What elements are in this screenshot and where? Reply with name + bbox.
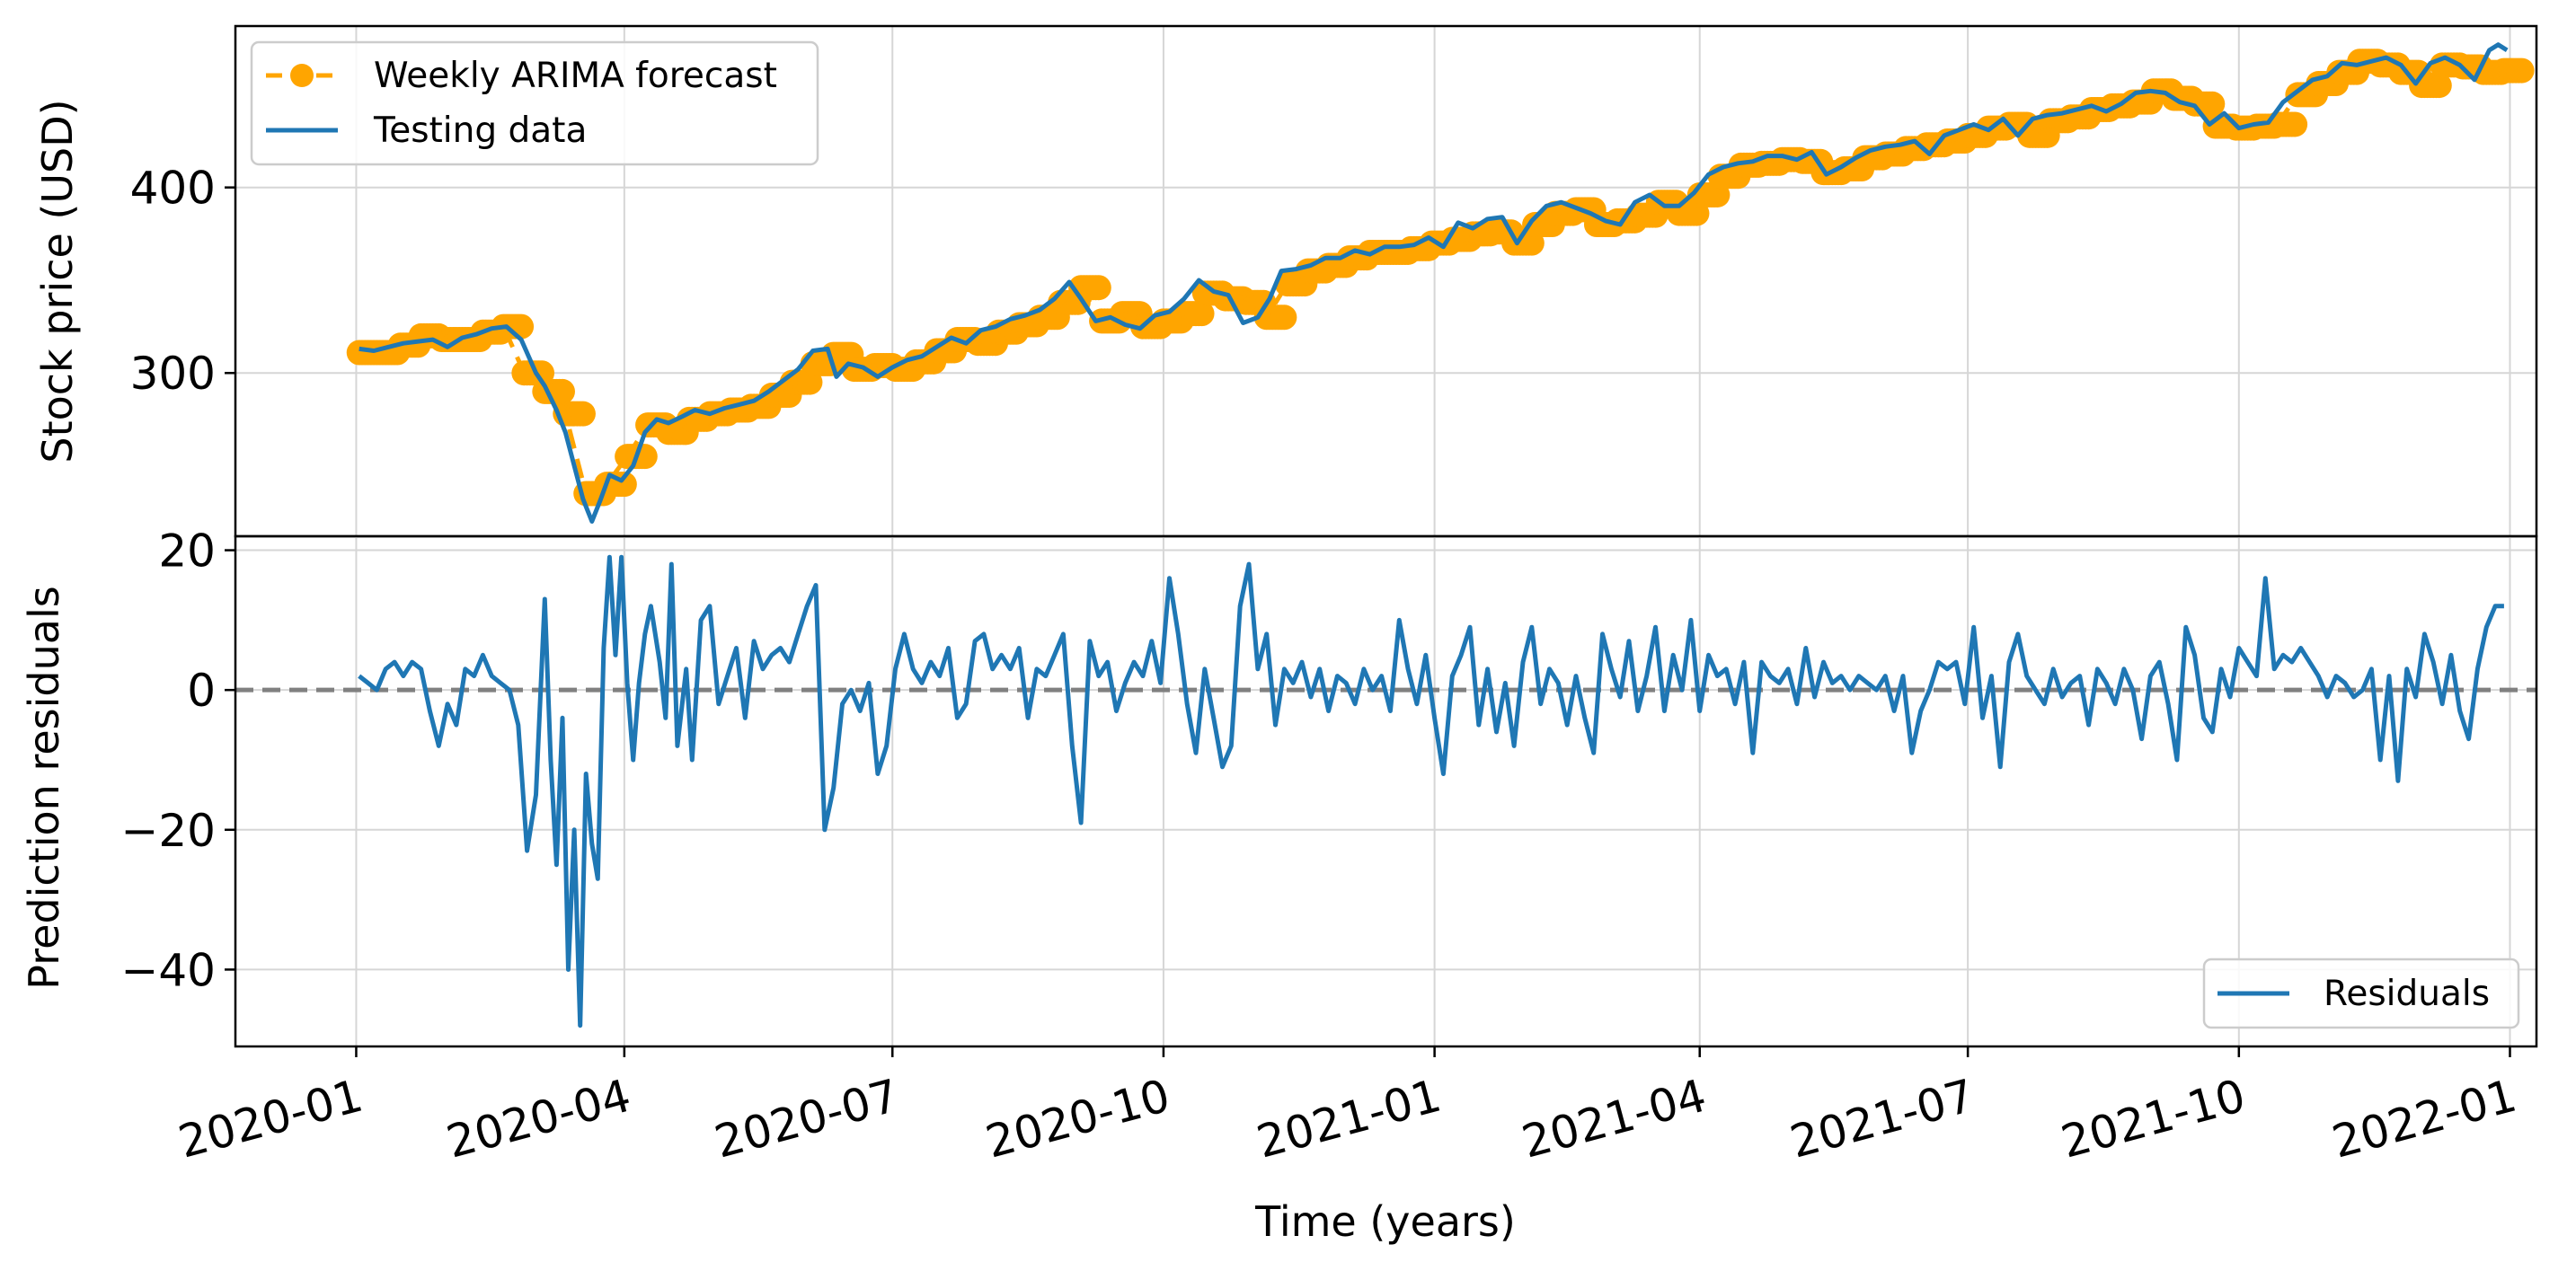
testing-data-line — [359, 42, 2509, 524]
price-panel-y-ticks: 300 400 — [130, 163, 235, 400]
legend-box — [250, 40, 819, 166]
y-tick-label: 20 — [158, 525, 216, 578]
residuals-panel-frame — [234, 534, 2538, 1048]
residuals-panel: 200−20−40 2020-01 2020-04 2020-07 2020-10 20… — [20, 525, 2538, 1246]
residuals-panel-y-label: Prediction residuals — [20, 586, 68, 989]
legend-item-forecast: Weekly ARIMA forecast — [266, 56, 777, 96]
price-panel-legend: Weekly ARIMA forecast Testing data — [250, 40, 819, 166]
price-panel-plot — [346, 42, 2535, 524]
y-tick-label: 300 — [130, 348, 216, 400]
forecast-point — [549, 378, 575, 404]
forecast-point — [509, 313, 535, 340]
forecast-point — [2282, 111, 2308, 137]
forecast-point — [2200, 91, 2226, 117]
forecast-point — [1271, 305, 1297, 331]
price-panel-grid — [235, 26, 2536, 536]
residuals-panel-plot — [235, 554, 2536, 1028]
x-axis-label: Time (years) — [1254, 1197, 1516, 1246]
forecast-point — [1189, 301, 1215, 327]
forecast-point — [2509, 57, 2535, 84]
legend-forecast-label: Weekly ARIMA forecast — [374, 56, 777, 96]
residuals-panel-y-ticks: 20 0 −20 −40 — [120, 525, 235, 996]
y-tick-label: −20 — [120, 805, 216, 857]
residuals-panel-legend: Residuals — [2202, 958, 2520, 1029]
residuals-line — [358, 554, 2504, 1028]
forecast-point — [1085, 275, 1111, 301]
residuals-legend-box — [2202, 958, 2520, 1029]
y-tick-label: 0 — [187, 665, 216, 717]
legend-item-testing: Testing data — [266, 110, 587, 151]
forecast-series-line — [359, 58, 2505, 497]
price-panel-y-label: Stock price (USD) — [33, 99, 82, 463]
legend-testing-label: Testing data — [373, 110, 587, 151]
price-panel: 300 400 Stock price (USD) Weekly ARIMA fo… — [33, 24, 2538, 538]
forecast-point — [570, 401, 596, 427]
legend-residuals-label: Residuals — [2324, 974, 2490, 1014]
legend-forecast-marker — [290, 64, 314, 87]
y-tick-label: 400 — [130, 163, 216, 215]
y-tick-label: −40 — [120, 944, 216, 996]
forecast-point — [2426, 73, 2452, 99]
